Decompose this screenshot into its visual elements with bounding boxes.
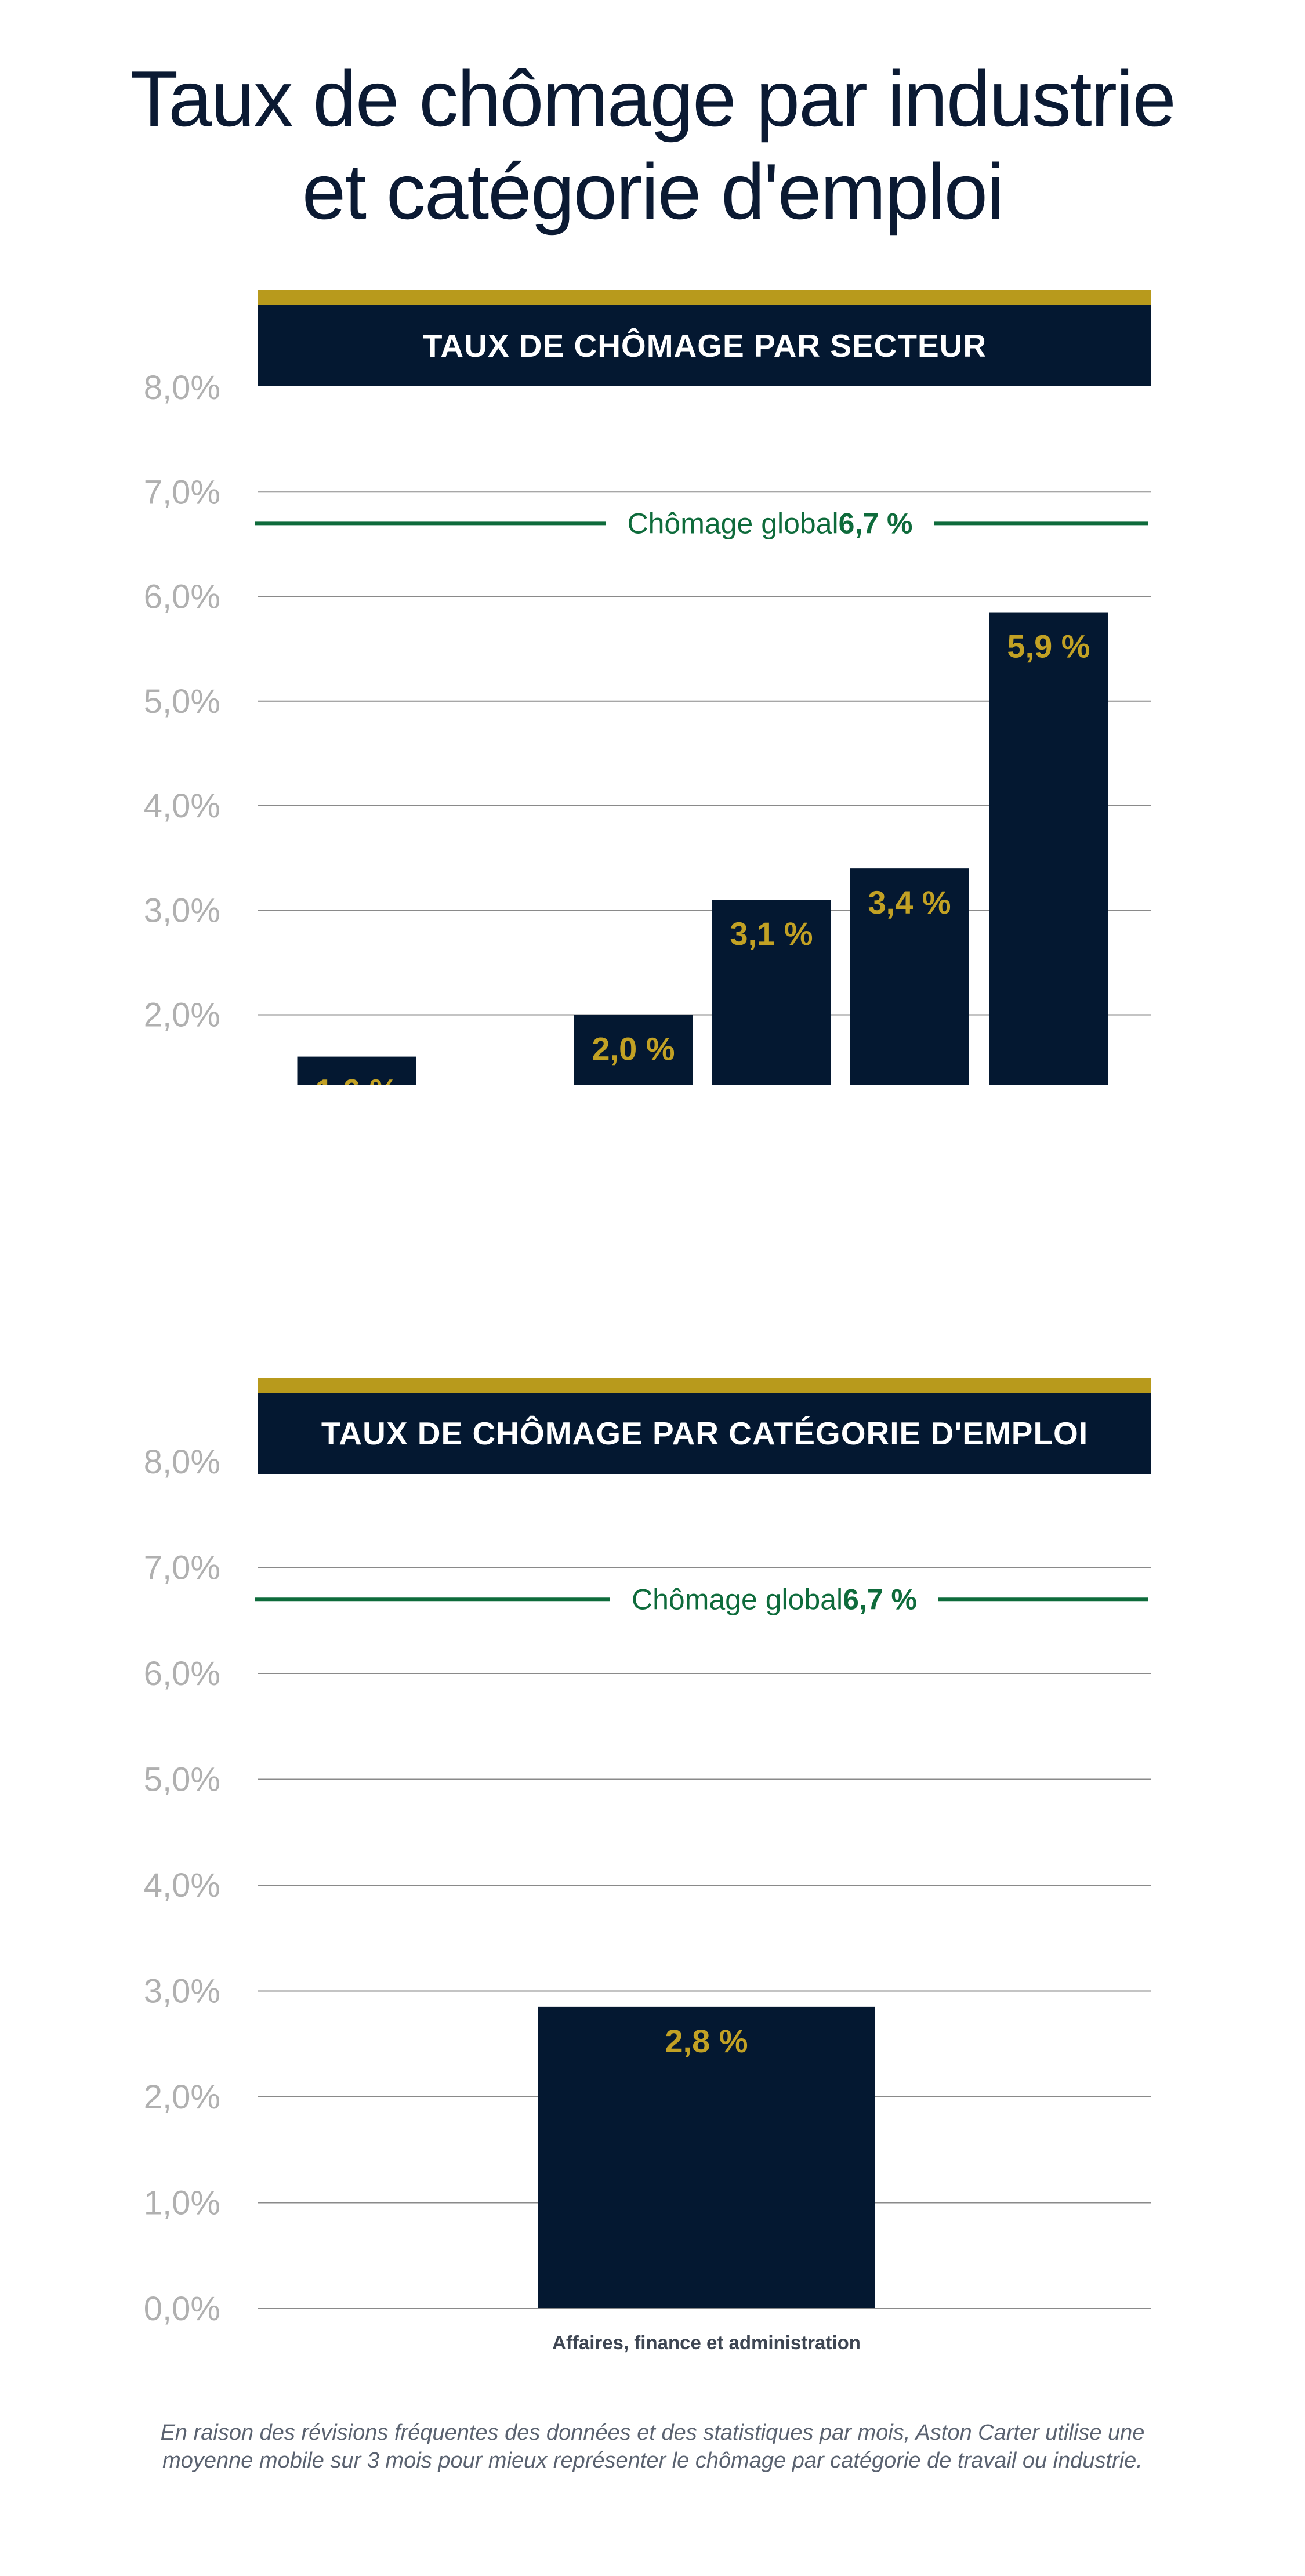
bar-value-label: 5,9 %	[1007, 628, 1090, 665]
category-label: Affaires, finance et administration	[552, 2332, 861, 2353]
reference-label-text: Chômage global	[628, 507, 839, 539]
footnote-line-2: moyenne mobile sur 3 mois pour mieux rep…	[162, 2448, 1143, 2473]
reference-label: Chômage global6,7 %	[628, 507, 913, 539]
job-category-chart: 0,0% 1,0% 2,0% 3,0% 4,0% 5,0% 6,0% 7,0% 8,0% Chôm…	[144, 1443, 1151, 2353]
chart-2-header: TAUX DE CHÔMAGE PAR CATÉGORIE D'EMPLOI	[258, 1393, 1151, 1474]
chart-2-accent-band	[258, 1378, 1151, 1393]
y-tick-label: 4,0%	[144, 787, 220, 825]
reference-label-value: 6,7 %	[843, 1583, 917, 1615]
bar-value-label: 1,6 %	[315, 1073, 398, 1085]
bar	[850, 868, 969, 1085]
page-title: Taux de chômage par industrie et catégor…	[0, 52, 1305, 238]
y-tick-label: 4,0%	[144, 1867, 220, 1904]
y-tick-label: 7,0%	[144, 473, 220, 511]
y-tick-label: 5,0%	[144, 683, 220, 720]
bar	[297, 1056, 416, 1085]
y-tick-label: 2,0%	[144, 2078, 220, 2116]
y-tick-label: 3,0%	[144, 1973, 220, 2010]
y-tick-label: 7,0%	[144, 1549, 220, 1587]
bar	[712, 900, 831, 1085]
bar-value-label: 3,4 %	[868, 884, 951, 921]
bar-value-label: 3,1 %	[730, 915, 813, 952]
y-tick-label: 3,0%	[144, 892, 220, 929]
chart-1-header: TAUX DE CHÔMAGE PAR SECTEUR	[258, 305, 1151, 386]
y-tick-label: 2,0%	[144, 997, 220, 1034]
bar	[989, 612, 1108, 1085]
bar-value-label: 2,8 %	[665, 2023, 748, 2059]
footnote-line-1: En raison des révisions fréquentes des d…	[160, 2421, 1145, 2445]
y-tick-label: 6,0%	[144, 578, 220, 616]
bar	[574, 1015, 693, 1085]
page-title-line-2: et catégorie d'emploi	[302, 147, 1005, 236]
bar-value-label: 2,0 %	[592, 1031, 675, 1067]
y-tick-label: 6,0%	[144, 1655, 220, 1693]
footnote: En raison des révisions fréquentes des d…	[0, 2419, 1305, 2474]
reference-label-value: 6,7 %	[839, 507, 913, 539]
sector-chart: 0,0%1,0%2,0%3,0%4,0%5,0%6,0%7,0%8,0%Chôm…	[144, 369, 1151, 1085]
y-tick-label: 8,0%	[144, 1443, 220, 1481]
y-tick-label: 5,0%	[144, 1761, 220, 1799]
bar	[538, 2006, 875, 2309]
y-tick-label: 8,0%	[144, 369, 220, 407]
page-title-line-1: Taux de chômage par industrie	[130, 55, 1176, 143]
reference-label-text: Chômage global	[632, 1583, 843, 1615]
reference-label: Chômage global6,7 %	[632, 1583, 917, 1615]
y-tick-label: 0,0%	[144, 2290, 220, 2328]
chart-1-accent-band	[258, 290, 1151, 305]
y-tick-label: 1,0%	[144, 2184, 220, 2222]
